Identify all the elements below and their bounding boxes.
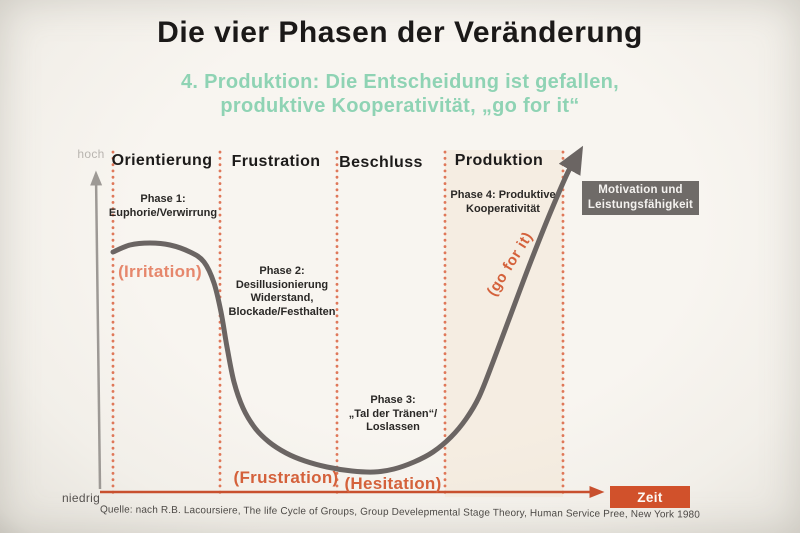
phase-3-line-3: Loslassen: [366, 421, 420, 434]
phase-3-label: Phase 3: „Tal der Tränen“/ Loslassen: [349, 394, 437, 435]
subtitle-line-2: produktive Kooperativität, „go for it“: [220, 95, 580, 118]
legend-box-line-1: Motivation und: [598, 184, 683, 197]
phase-2-line-4: Blockade/Festhalten: [228, 305, 336, 318]
phase-3-line-2: „Tal der Tränen“/: [348, 407, 438, 420]
motivation-legend-box: Motivation und Leistungsfähigkeit: [582, 181, 699, 215]
phase-2-line-3: Widerstand,: [250, 292, 314, 305]
phase-1-line-1: Phase 1:: [140, 193, 186, 205]
phase-1-line-2: Euphorie/Verwirrung: [108, 206, 218, 219]
phase-2-label: Phase 2: Desillusionierung Widerstand, B…: [229, 265, 336, 320]
column-header-beschluss: Beschluss: [339, 154, 423, 171]
phase-4-line-2: Kooperativität: [466, 202, 540, 215]
phase-2-line-1: Phase 2:: [259, 265, 305, 277]
hesitation-annotation: (Hesitation): [344, 474, 442, 493]
y-axis: [90, 170, 103, 490]
phase-2-line-2: Desillusionierung: [235, 278, 329, 291]
phase-4-label: Phase 4: Produktive Kooperativität: [450, 189, 555, 216]
irritation-annotation: (Irritation): [118, 262, 202, 281]
legend-box-line-2: Leistungsfähigkeit: [587, 199, 694, 211]
phase-1-label: Phase 1: Euphorie/Verwirrung: [109, 193, 217, 220]
phase-divider-lines: [111, 150, 565, 499]
y-axis-low-label: niedrig: [61, 491, 101, 505]
column-header-orientierung: Orientierung: [111, 152, 213, 169]
zeit-axis-box: Zeit: [610, 486, 690, 508]
produktion-column-tint: [445, 150, 563, 497]
change-curve-line: [110, 145, 584, 475]
slide-subtitle: 4. Produktion: Die Entscheidung ist gefa…: [0, 70, 800, 119]
y-axis-high-label: hoch: [77, 147, 105, 161]
frustration-annotation: (Frustration): [233, 468, 339, 487]
subtitle-line-1: 4. Produktion: Die Entscheidung ist gefa…: [181, 71, 619, 93]
page-title: Die vier Phasen der Veränderung: [157, 16, 643, 49]
phase-4-line-1: Phase 4: Produktive: [450, 189, 556, 201]
column-header-frustration: Frustration: [231, 153, 321, 170]
phase-3-line-1: Phase 3:: [370, 394, 416, 406]
column-header-produktion: Produktion: [454, 152, 544, 169]
